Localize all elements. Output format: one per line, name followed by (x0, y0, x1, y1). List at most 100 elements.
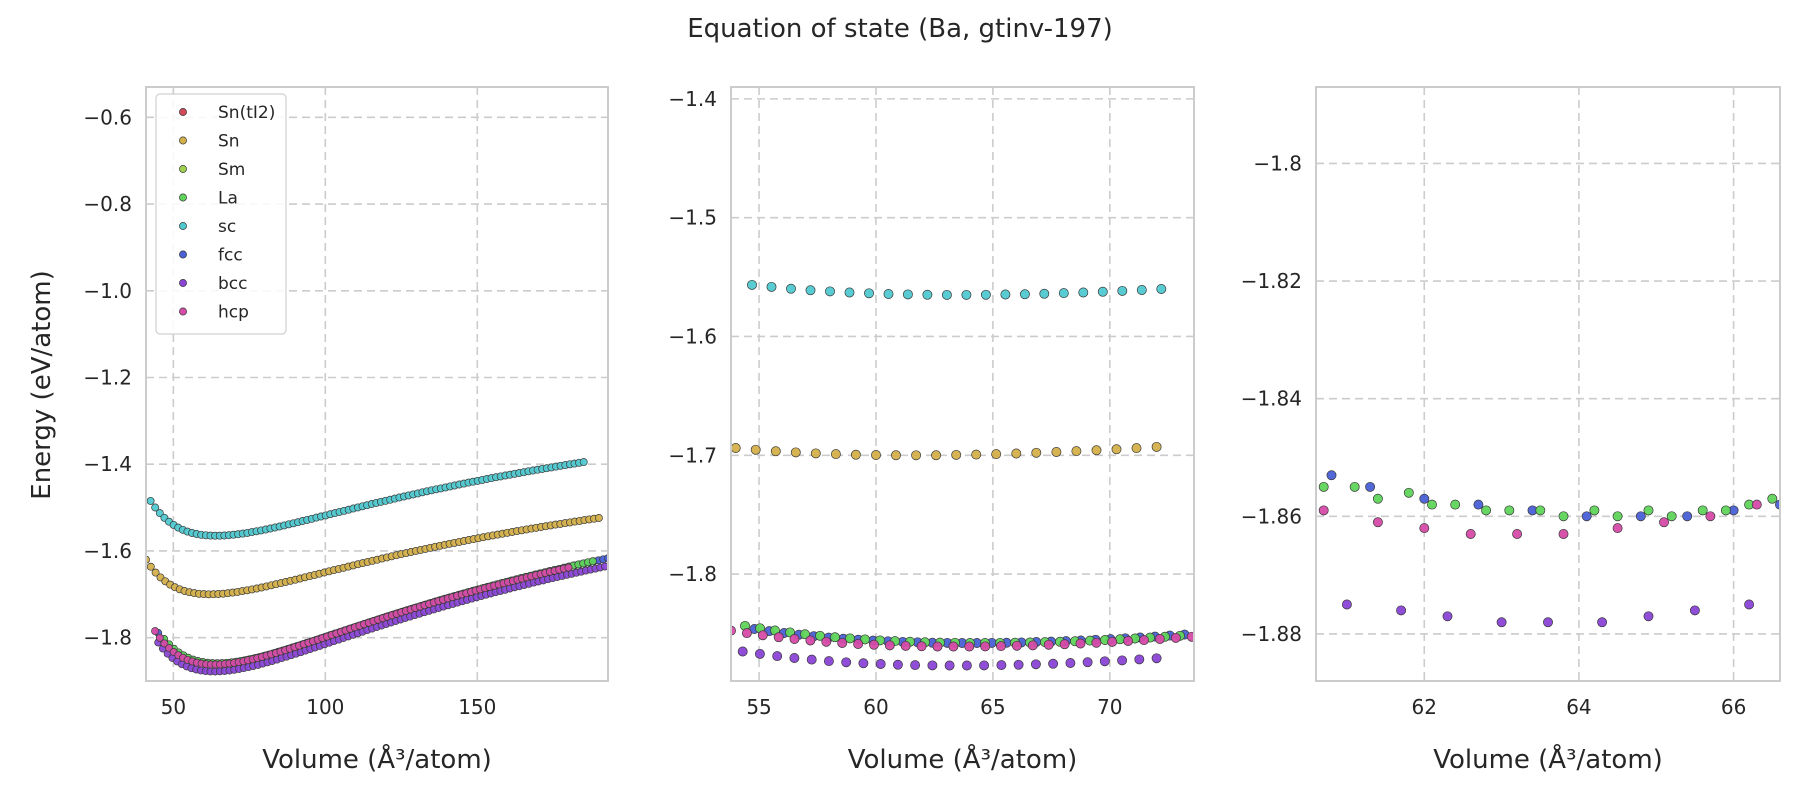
points-layer (1318, 470, 1780, 628)
data-point-sn (911, 450, 922, 461)
y-tick-label: −1.4 (83, 452, 132, 476)
x-tick-label: 65 (980, 695, 1005, 719)
data-point-la (1558, 511, 1569, 522)
data-point-hcp (1123, 636, 1134, 646)
data-point-bcc (601, 562, 608, 571)
data-point-la (1589, 505, 1600, 516)
data-point-sc (155, 509, 164, 518)
data-point-sc (1039, 288, 1050, 299)
data-point-sc (1058, 288, 1069, 299)
data-point-hcp (1011, 640, 1022, 651)
data-point-hcp (1059, 639, 1070, 650)
data-point-bcc (996, 660, 1007, 671)
legend-label: Sn (218, 132, 240, 152)
data-point-sn (1091, 445, 1102, 456)
data-point-sn (750, 444, 761, 455)
data-point-hcp (151, 627, 160, 636)
data-point-sc (1097, 286, 1108, 297)
data-point-hcp (1075, 638, 1086, 649)
data-point-bcc (1543, 617, 1553, 628)
y-tick-label: −1.7 (668, 443, 717, 467)
data-point-sn (1031, 447, 1042, 458)
data-point-la (1504, 505, 1515, 516)
data-point-la (845, 633, 855, 644)
data-point-bcc (754, 648, 765, 659)
data-point-bcc (823, 656, 834, 667)
y-tick-label: −0.8 (83, 192, 132, 216)
y-tick-label: −1.4 (668, 87, 717, 111)
x-axis-label: Volume (Å³/atom) (848, 743, 1078, 775)
data-point-bcc (944, 660, 955, 671)
data-point-sn (891, 450, 901, 461)
data-point-bcc (1151, 653, 1162, 664)
data-point-bcc (1013, 659, 1024, 670)
data-point-fcc (1473, 499, 1484, 510)
data-point-hcp (1751, 499, 1762, 510)
points-layer (731, 279, 1194, 671)
data-point-la (815, 630, 825, 641)
data-point-bcc (979, 660, 990, 671)
data-point-hcp (869, 639, 879, 650)
data-point-la (1612, 511, 1623, 522)
data-point-sc (961, 289, 972, 300)
data-point-bcc (1134, 654, 1145, 665)
data-point-sc (579, 458, 588, 467)
y-tick-label: −1.8 (1253, 151, 1302, 175)
data-point-hcp (1154, 634, 1165, 644)
data-point-hcp (964, 641, 975, 652)
data-point-hcp (821, 636, 832, 647)
data-point-bcc (1065, 658, 1076, 668)
plot-area (1316, 87, 1780, 681)
data-point-la (1450, 499, 1461, 510)
data-point-sc (1156, 284, 1167, 294)
data-point-hcp (853, 639, 864, 649)
data-point-bcc (910, 660, 921, 671)
data-point-la (830, 632, 840, 643)
data-point-sn (951, 449, 962, 460)
legend: Sn(tI2) Sn Sm La sc fcc bcc hcp (155, 93, 287, 335)
x-tick-label: 50 (161, 695, 186, 719)
y-tick-label: −1.82 (1241, 269, 1302, 293)
plot-area (731, 87, 1194, 681)
data-point-hcp (1705, 511, 1716, 522)
x-tick-label: 100 (306, 695, 344, 719)
y-tick-label: −1.6 (668, 324, 717, 348)
data-point-bcc (892, 659, 903, 670)
data-point-sn (790, 447, 801, 458)
data-point-bcc (1099, 656, 1110, 667)
data-point-hcp (1043, 639, 1054, 650)
data-point-hcp (1318, 505, 1329, 516)
panel-1: 50 100 150 −1.8 −1.6 −1.4 −1.2 −1.0 −0.8 −0.6 Volu… (83, 86, 609, 775)
y-tick-label: −1.0 (83, 279, 132, 303)
data-point-bcc (737, 646, 748, 657)
data-point-hcp (1659, 517, 1669, 528)
data-point-fcc (1581, 511, 1592, 522)
data-point-hcp (1027, 640, 1038, 651)
legend-marker (179, 193, 187, 202)
data-point-sn (1131, 443, 1142, 454)
data-point-hcp (1512, 529, 1523, 539)
data-point-hcp (1612, 523, 1623, 534)
legend-marker (179, 165, 187, 173)
axes-frame (730, 86, 1195, 682)
data-point-bcc (806, 654, 817, 665)
data-point-sc (1000, 289, 1011, 300)
figure-title: Equation of state (Ba, gtinv-197) (687, 14, 1113, 44)
data-point-la (1720, 505, 1731, 516)
data-point-hcp (1170, 632, 1181, 643)
data-point-sc (883, 289, 894, 299)
data-point-fcc (1682, 511, 1693, 522)
data-point-la (1318, 481, 1329, 492)
data-point-bcc (1396, 605, 1407, 616)
data-point-la (588, 557, 597, 566)
legend-marker (179, 307, 187, 316)
legend-label: Sm (218, 160, 245, 180)
x-tick-label: 70 (1097, 695, 1122, 719)
data-point-hcp (932, 641, 943, 652)
data-point-sc (1136, 285, 1147, 295)
data-point-hcp (1419, 523, 1430, 534)
data-point-sn (146, 562, 155, 571)
legend-marker (179, 250, 187, 259)
x-tick-label: 64 (1566, 695, 1591, 719)
data-point-bcc (1442, 611, 1453, 622)
